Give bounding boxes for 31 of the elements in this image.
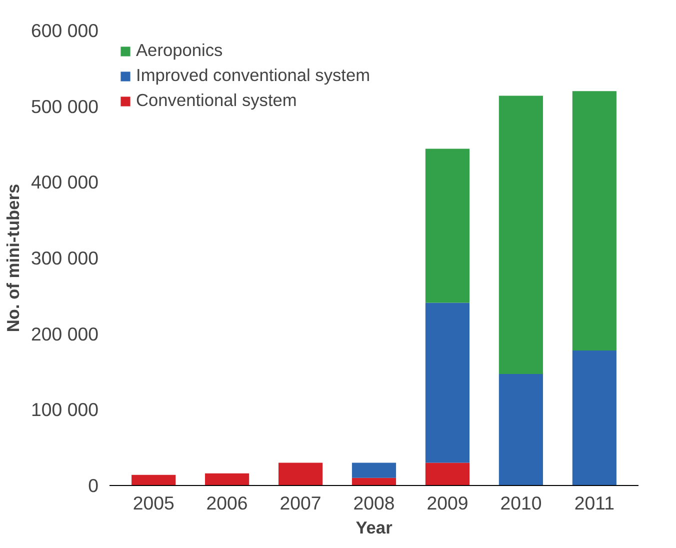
x-tick-label: 2009	[426, 492, 468, 514]
y-tick-label: 200 000	[31, 323, 99, 344]
bar	[572, 350, 616, 486]
bar	[425, 462, 470, 486]
x-tick-label: 2011	[574, 492, 614, 514]
y-tick-label: 500 000	[31, 96, 99, 117]
y-tick-label: 600 000	[31, 20, 99, 41]
bar	[205, 473, 250, 486]
legend-label: Improved conventional system	[136, 65, 370, 86]
x-tick-label: 2008	[353, 492, 395, 514]
y-axis-title: No. of mini-tubers	[3, 184, 24, 332]
bar	[498, 96, 543, 374]
bar	[352, 462, 396, 478]
y-tick-label: 300 000	[31, 248, 99, 268]
legend-label: Aeroponics	[136, 40, 223, 61]
legend-label: Conventional system	[136, 90, 297, 111]
x-tick-label: 2006	[206, 492, 248, 514]
bar	[132, 474, 176, 486]
x-axis-title: Year	[356, 518, 393, 538]
bar	[425, 302, 470, 463]
bar	[352, 478, 396, 486]
bar	[572, 91, 616, 351]
x-tick-label: 2010	[500, 492, 542, 514]
bar	[498, 374, 543, 486]
y-tick-label: 100 000	[31, 399, 99, 420]
y-tick-label: 400 000	[31, 172, 99, 193]
bar	[278, 462, 323, 486]
x-tick-label: 2005	[132, 492, 174, 514]
bar	[425, 148, 470, 303]
y-tick-label: 0	[88, 475, 99, 496]
x-tick-label: 2007	[280, 492, 322, 514]
